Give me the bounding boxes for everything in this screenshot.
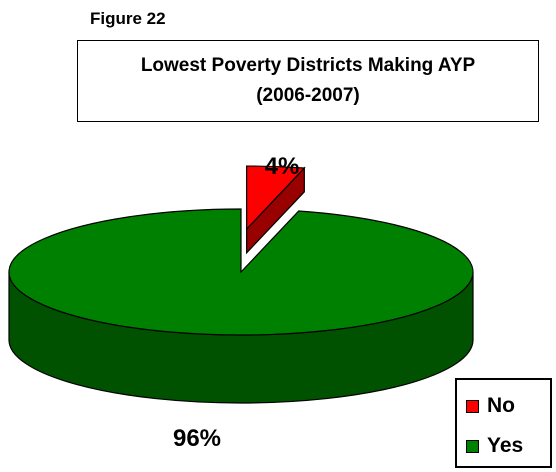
legend-label-no: No bbox=[487, 394, 515, 417]
chart-title-box: Lowest Poverty Districts Making AYP (200… bbox=[77, 40, 539, 122]
legend: No Yes bbox=[455, 378, 552, 468]
data-label-yes: 96% bbox=[173, 425, 221, 452]
data-label-no: 4% bbox=[265, 153, 300, 180]
legend-item-no: No bbox=[466, 386, 550, 426]
legend-swatch-no bbox=[466, 399, 479, 413]
legend-item-yes: Yes bbox=[466, 426, 550, 466]
legend-swatch-yes bbox=[466, 439, 479, 453]
chart-subtitle: (2006-2007) bbox=[256, 85, 360, 106]
chart-title: Lowest Poverty Districts Making AYP bbox=[140, 55, 476, 76]
legend-label-yes: Yes bbox=[487, 434, 524, 457]
pie-slice-no-top bbox=[246, 165, 306, 231]
pie-slice-yes-top bbox=[8, 208, 474, 336]
figure-label: Figure 22 bbox=[90, 9, 166, 28]
